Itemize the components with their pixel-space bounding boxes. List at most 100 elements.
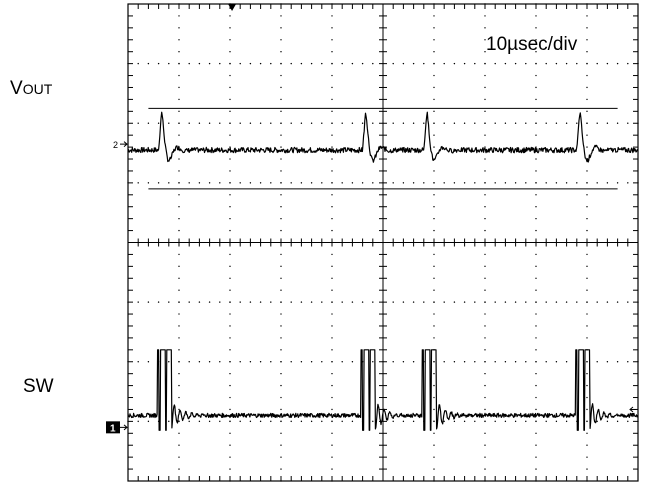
grid-dot	[331, 277, 333, 279]
grid-dot	[280, 468, 282, 470]
grid-dot	[321, 420, 323, 423]
grid-dot	[606, 62, 609, 65]
grid-dot	[423, 122, 425, 124]
grid-dot	[586, 217, 588, 220]
grid-dot	[484, 265, 486, 268]
grid-dot	[586, 289, 588, 291]
grid-dot	[412, 420, 415, 423]
grid-dot	[586, 27, 588, 29]
grid-dot	[453, 62, 456, 65]
grid-dot	[208, 301, 211, 303]
grid-dot	[310, 301, 313, 303]
grid-dot	[178, 384, 180, 387]
grid-dot	[484, 468, 486, 470]
grid-dot	[494, 420, 496, 423]
grid-dot	[433, 456, 435, 458]
grid-dot	[555, 361, 558, 363]
grid-dot	[412, 301, 415, 303]
ch2-arrow-icon	[120, 141, 128, 148]
grid-dot	[219, 420, 221, 423]
grid-dot	[178, 182, 180, 184]
grid-dot	[535, 313, 537, 315]
grid-dot	[627, 301, 629, 303]
grid-dot	[280, 27, 282, 29]
grid-dot	[331, 62, 333, 65]
grid-dot	[229, 39, 231, 41]
grid-dot	[576, 182, 578, 184]
grid-dot	[484, 372, 486, 375]
grid-dot	[219, 62, 221, 65]
grid-dot	[157, 301, 160, 303]
grid-dot	[627, 420, 629, 423]
grid-dot	[280, 15, 282, 17]
grid-dot	[331, 194, 333, 196]
grid-dot	[586, 468, 588, 470]
grid-dot	[586, 86, 588, 89]
grid-dot	[229, 301, 231, 303]
grid-dot	[535, 217, 537, 220]
grid-dot	[229, 313, 231, 315]
grid-dot	[208, 122, 211, 124]
grid-dot	[484, 325, 486, 327]
grid-dot	[586, 122, 588, 124]
grid-dot	[239, 361, 241, 363]
grid-dot	[412, 361, 415, 363]
grid-dot	[474, 122, 476, 124]
grid-dot	[300, 182, 303, 184]
grid-dot	[331, 51, 333, 53]
grid-dot	[321, 361, 323, 363]
grid-dot	[484, 432, 486, 434]
grid-dot	[331, 134, 333, 136]
grid-dot	[586, 456, 588, 458]
grid-dot	[280, 265, 282, 268]
grid-dot	[484, 158, 486, 160]
grid-dot	[280, 301, 282, 303]
grid-dot	[545, 420, 547, 423]
grid-dot	[249, 361, 252, 363]
grid-dot	[606, 122, 609, 124]
grid-dot	[392, 182, 394, 184]
grid-dot	[504, 361, 507, 363]
grid-dot	[341, 301, 343, 303]
grid-dot	[157, 122, 160, 124]
grid-dot	[423, 62, 425, 65]
grid-dot	[168, 62, 170, 65]
grid-dot	[331, 456, 333, 458]
grid-dot	[616, 122, 619, 124]
grid-dot	[596, 361, 598, 363]
grid-dot	[331, 444, 333, 446]
grid-dot	[270, 301, 272, 303]
grid-dot	[484, 444, 486, 446]
grid-dot	[443, 62, 445, 65]
grid-dot	[372, 420, 374, 423]
grid-dot	[239, 301, 241, 303]
grid-dot	[178, 62, 180, 65]
grid-dot	[280, 337, 282, 339]
grid-dot	[331, 432, 333, 434]
grid-dot	[433, 289, 435, 291]
grid-dot	[402, 361, 405, 363]
ch2-marker-label: 2	[113, 140, 118, 150]
grid-dot	[402, 122, 405, 124]
grid-dot	[596, 122, 598, 124]
grid-dot	[433, 39, 435, 41]
grid-dot	[229, 456, 231, 458]
grid-dot	[586, 182, 588, 184]
grid-dot	[351, 301, 354, 303]
grid-dot	[576, 62, 578, 65]
grid-dot	[392, 301, 394, 303]
grid-dot	[341, 122, 343, 124]
grid-dot	[331, 289, 333, 291]
grid-dot	[178, 349, 180, 351]
grid-dot	[229, 229, 231, 232]
ch1-marker-box	[106, 421, 120, 434]
grid-dot	[270, 62, 272, 65]
grid-dot	[331, 39, 333, 41]
grid-dot	[484, 206, 486, 208]
grid-dot	[453, 361, 456, 363]
grid-dot	[433, 134, 435, 136]
grid-dot	[229, 206, 231, 208]
grid-dot	[229, 265, 231, 268]
grid-dot	[331, 265, 333, 268]
grid-dot	[147, 182, 150, 184]
